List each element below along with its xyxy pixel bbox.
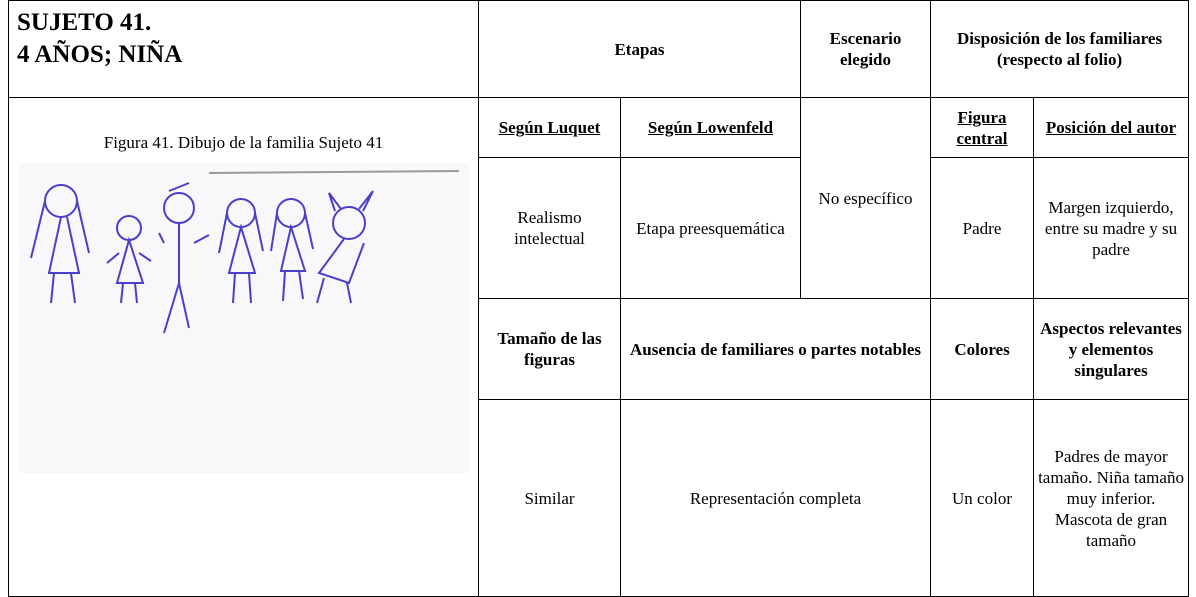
table-header: Según Luquet — [478, 97, 621, 158]
table-cell: Representación completa — [619, 399, 932, 597]
table-cell: Padre — [930, 157, 1035, 299]
disposition-header: Disposición de los familiares (respecto … — [930, 0, 1190, 98]
drawing-paper — [19, 163, 469, 473]
table-cell: Similar — [478, 399, 621, 597]
subject-table: SUJETO 41. 4 AÑOS; NIÑA Etapas Escenario … — [8, 0, 1190, 597]
paper-edge — [208, 170, 460, 174]
stick-figures — [30, 182, 374, 334]
table-header: Aspectos relevantes y elementos singular… — [1033, 298, 1190, 400]
subject-age: 4 AÑOS; NIÑA — [17, 41, 183, 68]
table-cell: Etapa preesquemática — [619, 157, 802, 299]
table-header: Figura central — [930, 97, 1035, 158]
figure-cell: Figura 41. Dibujo de la familia Sujeto 4… — [8, 97, 479, 597]
table-header: Posición del autor — [1033, 97, 1190, 158]
figure-caption: Figura 41. Dibujo de la familia Sujeto 4… — [103, 133, 384, 152]
title-cell: SUJETO 41. 4 AÑOS; NIÑA — [8, 0, 479, 98]
scenario-header: Escenario elegido — [800, 0, 932, 98]
table-cell: Margen izquierdo, entre su madre y su pa… — [1033, 157, 1190, 299]
subject-title: SUJETO 41. — [17, 9, 152, 36]
stages-header: Etapas — [477, 0, 802, 98]
table-cell: Padres de mayor tamaño. Niña tamaño muy … — [1033, 399, 1190, 597]
table-header: Según Lowenfeld — [619, 97, 802, 158]
table-cell: No específico — [800, 97, 932, 299]
family-drawing — [19, 163, 469, 473]
table-header: Ausencia de familiares o partes notables — [619, 298, 932, 400]
table-header: Tamaño de las figuras — [478, 298, 621, 400]
table-cell: Realismo intelectual — [478, 157, 621, 299]
table-header: Colores — [930, 298, 1035, 400]
table-cell: Un color — [930, 399, 1035, 597]
